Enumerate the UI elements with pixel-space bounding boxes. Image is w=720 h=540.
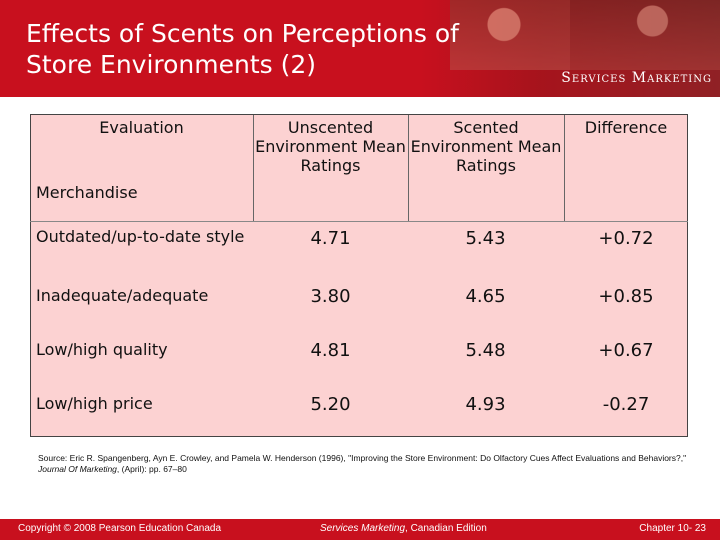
source-suffix: , (April): pp. 67–80 <box>116 464 187 474</box>
table-row: Outdated/up-to-date style 4.71 5.43 +0.7… <box>30 226 688 262</box>
unscented-value: 4.81 <box>310 340 351 361</box>
difference-value: +0.67 <box>598 340 654 361</box>
column-divider <box>408 115 409 221</box>
section-label: Merchandise <box>36 183 138 202</box>
header-unscented: Unscented Environment Mean Ratings <box>255 118 406 175</box>
header-evaluation: Evaluation <box>99 118 184 137</box>
footer-book: Services Marketing, Canadian Edition <box>320 523 487 534</box>
footer-edition: , Canadian Edition <box>405 523 487 534</box>
title-line-2: Store Environments (2) <box>26 50 317 79</box>
difference-value: +0.72 <box>598 228 654 249</box>
slide-header: Services Marketing Effects of Scents on … <box>0 0 720 97</box>
difference-value: +0.85 <box>598 286 654 307</box>
scented-value: 5.48 <box>465 340 506 361</box>
header-scented: Scented Environment Mean Ratings <box>410 118 562 175</box>
header-divider <box>30 221 688 222</box>
row-label: Outdated/up-to-date style <box>36 227 245 246</box>
footer-chapter: Chapter 10- 23 <box>639 523 706 534</box>
header-photo-left <box>450 0 570 70</box>
column-divider <box>564 115 565 221</box>
row-label: Low/high price <box>36 394 153 413</box>
title-line-1: Effects of Scents on Perceptions of <box>26 19 459 48</box>
source-journal: Journal Of Marketing <box>38 464 117 474</box>
source-prefix: Source: Eric R. Spangenberg, Ayn E. Crow… <box>38 453 687 463</box>
difference-value: -0.27 <box>602 394 650 415</box>
source-citation: Source: Eric R. Spangenberg, Ayn E. Crow… <box>38 453 698 475</box>
ratings-table <box>30 114 688 437</box>
footer-book-title: Services Marketing <box>320 523 406 534</box>
brand-logo-text: Services Marketing <box>561 70 712 86</box>
scented-value: 5.43 <box>465 228 506 249</box>
scented-value: 4.65 <box>465 286 506 307</box>
footer-copyright: Copyright © 2008 Pearson Education Canad… <box>18 523 222 534</box>
unscented-value: 4.71 <box>310 228 351 249</box>
header-photo-right <box>570 0 720 70</box>
table-row: Inadequate/adequate 3.80 4.65 +0.85 <box>30 286 688 322</box>
scented-value: 4.93 <box>465 394 506 415</box>
table-row: Low/high quality 4.81 5.48 +0.67 <box>30 340 688 376</box>
slide-footer: Copyright © 2008 Pearson Education Canad… <box>0 519 720 540</box>
slide-title: Effects of Scents on Perceptions of Stor… <box>26 18 459 80</box>
row-label: Inadequate/adequate <box>36 286 209 305</box>
unscented-value: 3.80 <box>310 286 351 307</box>
unscented-value: 5.20 <box>310 394 351 415</box>
header-difference: Difference <box>584 118 668 137</box>
row-label: Low/high quality <box>36 340 168 359</box>
table-row: Low/high price 5.20 4.93 -0.27 <box>30 394 688 430</box>
column-divider <box>253 115 254 221</box>
